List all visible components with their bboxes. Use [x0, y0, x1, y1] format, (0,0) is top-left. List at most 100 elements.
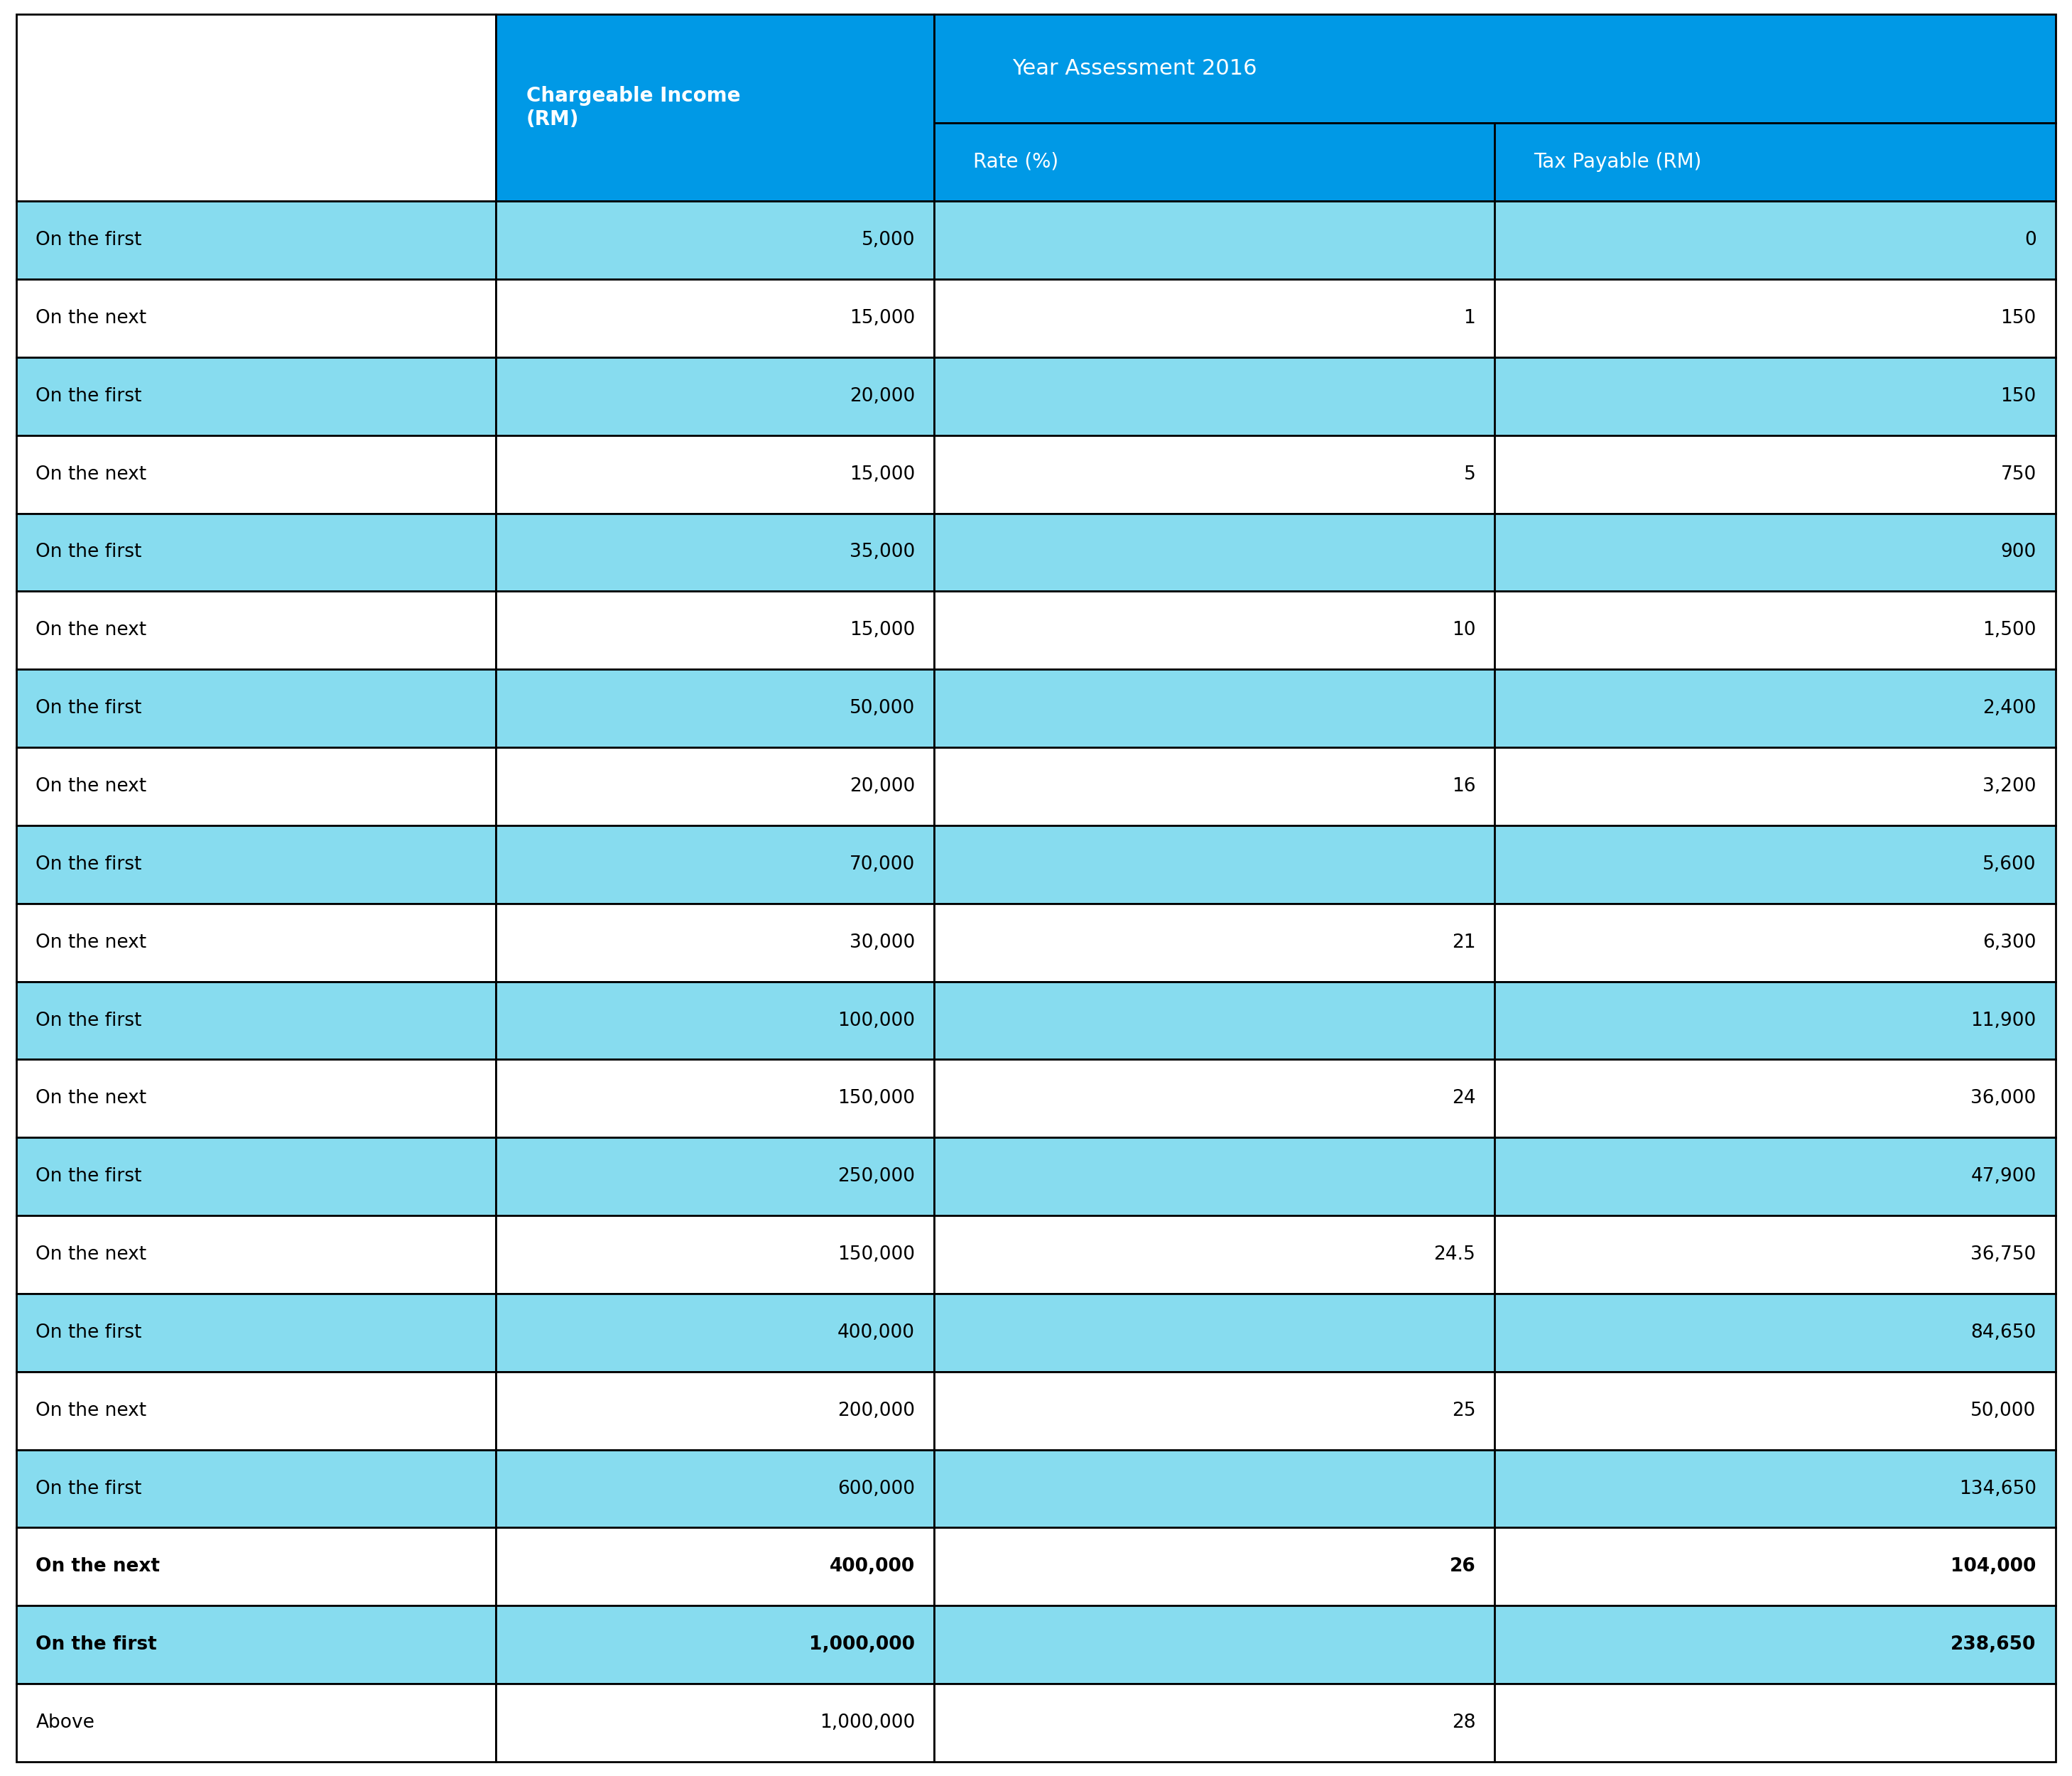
Text: On the next: On the next	[35, 932, 147, 952]
Text: 900: 900	[2002, 543, 2037, 561]
Bar	[1494, 1684, 2055, 1762]
Bar	[1494, 1138, 2055, 1215]
Bar	[934, 513, 1494, 591]
Bar	[934, 670, 1494, 748]
Bar	[934, 357, 1494, 435]
Text: 600,000: 600,000	[837, 1479, 916, 1497]
Text: On the next: On the next	[35, 309, 147, 327]
Bar	[17, 1060, 495, 1138]
Text: 36,000: 36,000	[1970, 1089, 2037, 1108]
Bar	[934, 1606, 1494, 1684]
Bar	[17, 14, 495, 201]
Text: 10: 10	[1452, 622, 1475, 639]
Bar	[17, 591, 495, 670]
Text: 134,650: 134,650	[1958, 1479, 2037, 1497]
Bar	[17, 826, 495, 904]
Bar	[1494, 1060, 2055, 1138]
Bar	[17, 435, 495, 513]
Text: 2,400: 2,400	[1983, 700, 2037, 718]
Text: 84,650: 84,650	[1970, 1323, 2037, 1343]
Bar	[17, 1684, 495, 1762]
Bar	[934, 826, 1494, 904]
Text: 24.5: 24.5	[1434, 1245, 1475, 1265]
Bar	[1494, 279, 2055, 357]
Bar	[1494, 435, 2055, 513]
Bar	[495, 670, 934, 748]
Bar	[1494, 1449, 2055, 1527]
Bar	[495, 513, 934, 591]
Text: 20,000: 20,000	[850, 387, 916, 405]
Bar	[1494, 1606, 2055, 1684]
Bar	[495, 904, 934, 982]
Text: On the first: On the first	[35, 1636, 157, 1653]
Text: 150,000: 150,000	[837, 1089, 916, 1108]
Bar	[17, 279, 495, 357]
Bar	[17, 1138, 495, 1215]
Bar	[1494, 904, 2055, 982]
Bar	[495, 1060, 934, 1138]
Text: 5,000: 5,000	[862, 231, 916, 249]
Text: 150,000: 150,000	[837, 1245, 916, 1265]
Bar	[1494, 1527, 2055, 1606]
Text: On the first: On the first	[35, 1479, 141, 1497]
Bar	[934, 279, 1494, 357]
Bar	[1494, 748, 2055, 826]
Bar	[934, 1215, 1494, 1293]
Bar	[1494, 357, 2055, 435]
Bar	[17, 357, 495, 435]
Text: Rate (%): Rate (%)	[974, 153, 1059, 172]
Text: 50,000: 50,000	[850, 700, 916, 718]
Bar	[17, 904, 495, 982]
Bar	[934, 14, 2055, 123]
Text: On the next: On the next	[35, 1558, 160, 1575]
Bar	[17, 670, 495, 748]
Bar	[1494, 670, 2055, 748]
Bar	[1494, 513, 2055, 591]
Bar	[495, 826, 934, 904]
Bar	[1494, 123, 2055, 201]
Bar	[1494, 1371, 2055, 1449]
Bar	[495, 1371, 934, 1449]
Text: 21: 21	[1452, 932, 1475, 952]
Text: 36,750: 36,750	[1970, 1245, 2037, 1265]
Text: 750: 750	[2002, 465, 2037, 483]
Bar	[17, 1371, 495, 1449]
Text: 400,000: 400,000	[829, 1558, 916, 1575]
Bar	[17, 513, 495, 591]
Bar	[934, 904, 1494, 982]
Text: 11,900: 11,900	[1970, 1011, 2037, 1030]
Bar	[495, 591, 934, 670]
Bar	[495, 1449, 934, 1527]
Bar	[495, 1684, 934, 1762]
Text: 100,000: 100,000	[837, 1011, 916, 1030]
Text: On the first: On the first	[35, 700, 141, 718]
Bar	[1494, 826, 2055, 904]
Bar	[1494, 201, 2055, 279]
Text: On the next: On the next	[35, 1089, 147, 1108]
Bar	[934, 1138, 1494, 1215]
Text: 400,000: 400,000	[837, 1323, 916, 1343]
Text: 238,650: 238,650	[1950, 1636, 2037, 1653]
Text: 15,000: 15,000	[850, 309, 916, 327]
Bar	[495, 14, 934, 201]
Bar	[495, 982, 934, 1060]
Text: On the first: On the first	[35, 1323, 141, 1343]
Text: 5,600: 5,600	[1983, 856, 2037, 874]
Bar	[17, 201, 495, 279]
Text: On the first: On the first	[35, 543, 141, 561]
Text: 16: 16	[1452, 778, 1475, 796]
Text: On the first: On the first	[35, 1167, 141, 1186]
Text: 15,000: 15,000	[850, 622, 916, 639]
Bar	[934, 1527, 1494, 1606]
Bar	[495, 1606, 934, 1684]
Text: On the first: On the first	[35, 387, 141, 405]
Text: 47,900: 47,900	[1970, 1167, 2037, 1186]
Text: 1: 1	[1463, 309, 1475, 327]
Text: On the next: On the next	[35, 1401, 147, 1419]
Text: On the next: On the next	[35, 465, 147, 483]
Text: 28: 28	[1452, 1714, 1475, 1732]
Text: Above: Above	[35, 1714, 95, 1732]
Text: On the first: On the first	[35, 1011, 141, 1030]
Text: 104,000: 104,000	[1950, 1558, 2037, 1575]
Text: On the next: On the next	[35, 622, 147, 639]
